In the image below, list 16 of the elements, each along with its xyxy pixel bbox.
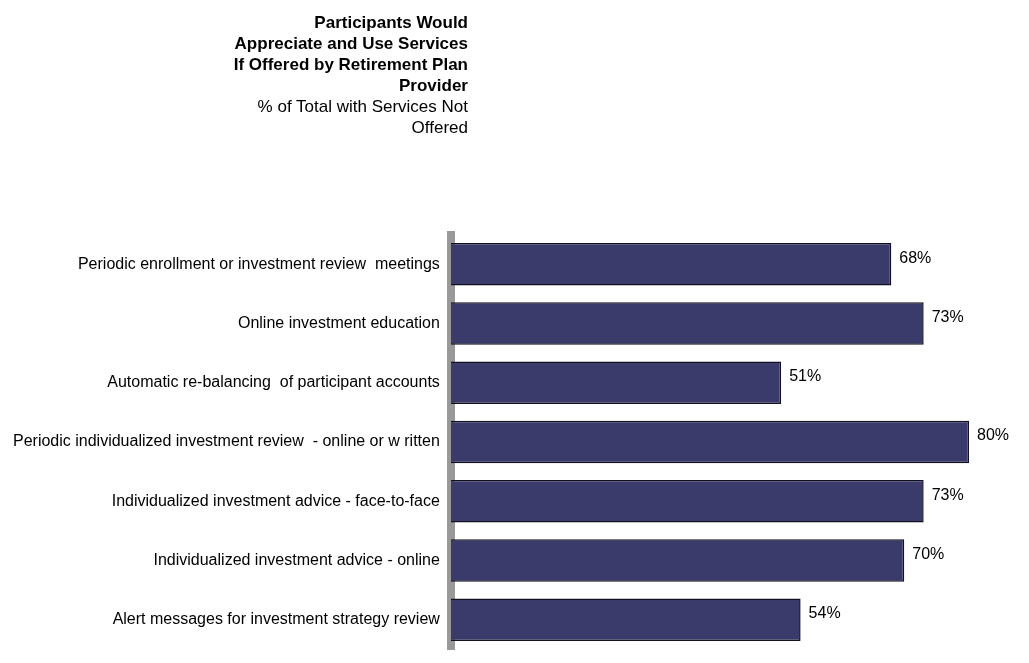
y-tick-label: Periodic individualized investment review - online or w ritten <box>13 432 440 450</box>
y-tick-label: Automatic re-balancing of participant accounts <box>107 373 440 391</box>
y-tick-label: Individualized investment advice - online <box>153 550 440 568</box>
data-label: 70% <box>912 544 945 562</box>
data-label: 80% <box>977 426 1010 444</box>
y-tick-label: Periodic enrollment or investment review meetings <box>77 254 440 272</box>
data-label: 51% <box>789 367 822 385</box>
chart-subtitle: % of Total with Services Not Offered <box>256 96 468 138</box>
data-label: 73% <box>931 307 964 325</box>
data-label: 54% <box>808 604 841 622</box>
chart-title: Participants Would Appreciate and Use Services If Offered by Retirement Plan Provider <box>232 12 468 96</box>
y-tick-label: Individualized investment advice - face-to-face <box>111 491 440 509</box>
y-tick-label: Online investment education <box>237 313 440 331</box>
data-label: 73% <box>931 485 964 503</box>
y-tick-label: Alert messages for investment strategy review <box>112 610 441 628</box>
data-label: 68% <box>899 248 932 266</box>
